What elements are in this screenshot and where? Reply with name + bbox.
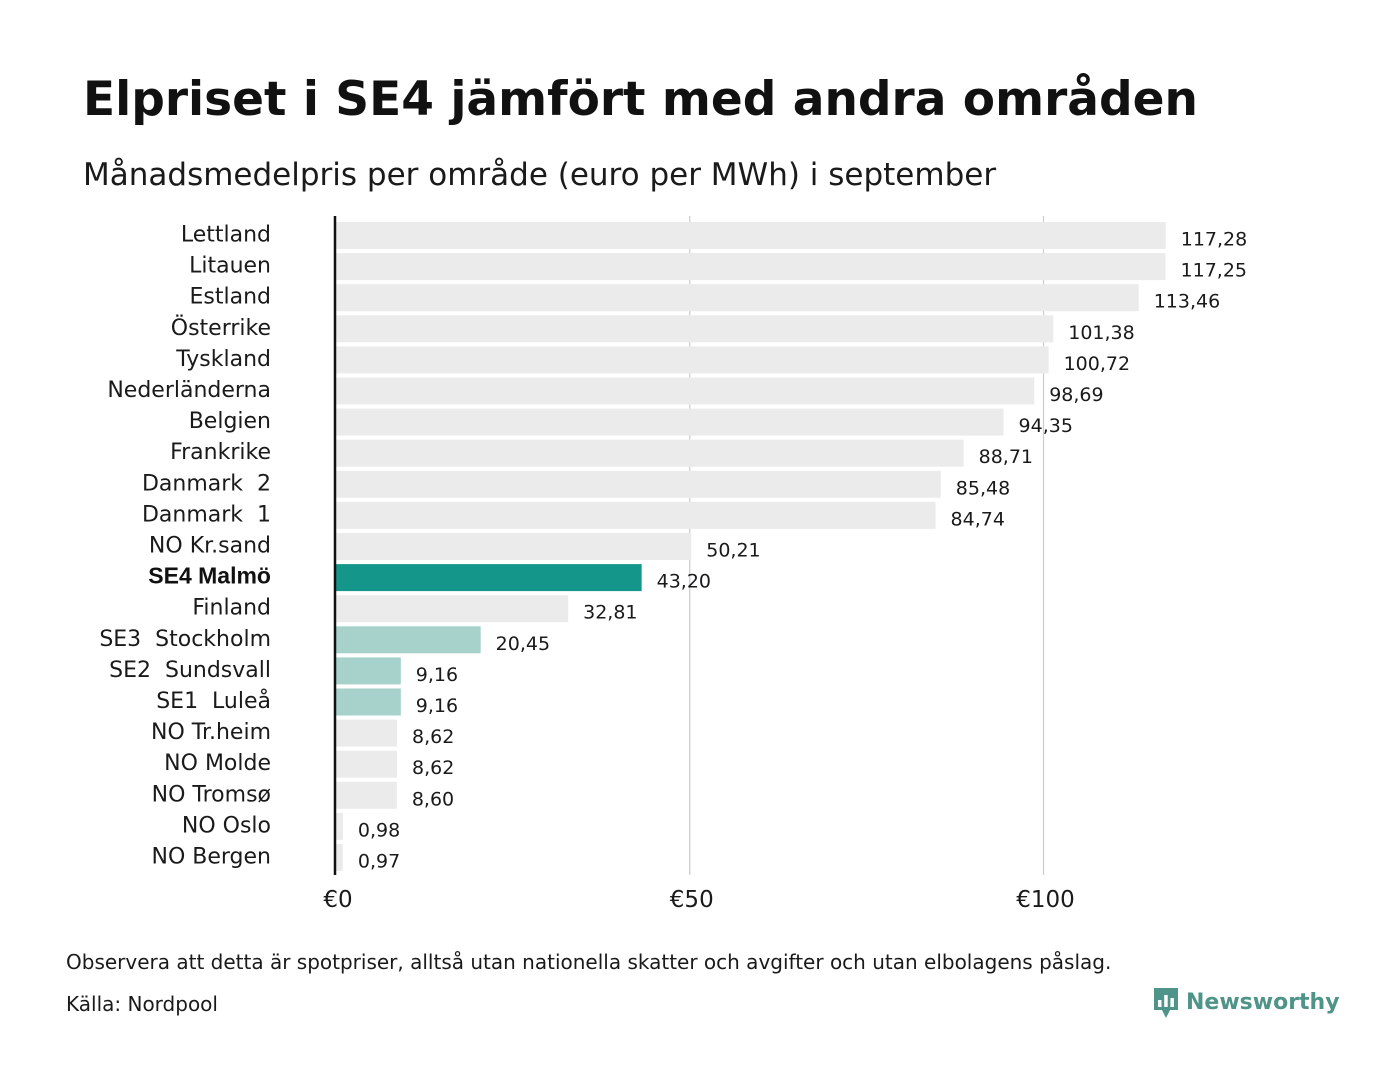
chart-title: Elpriset i SE4 jämfört med andra områden <box>83 72 1198 127</box>
x-tick-label: €100 <box>1016 887 1075 913</box>
bar <box>336 564 642 592</box>
category-label: SE4 Malmö <box>148 563 271 589</box>
category-label: NO Kr.sand <box>149 534 271 559</box>
category-label: NO Molde <box>164 751 271 776</box>
x-tick-label: €50 <box>670 887 714 913</box>
category-label: SE1 Luleå <box>156 688 271 714</box>
category-label: Tyskland <box>175 347 271 372</box>
value-label: 98,69 <box>1049 384 1103 406</box>
bar <box>336 844 343 871</box>
bar <box>336 501 936 529</box>
bar <box>336 253 1166 281</box>
category-label: Nederländerna <box>107 378 271 403</box>
bar <box>336 284 1139 312</box>
value-labels: 117,28 117,25 113,46 101,38 100,72 98,69 94,35… <box>358 229 1247 873</box>
category-label: Danmark 2 <box>142 471 271 496</box>
category-labels: Lettland Litauen Estland Österrike Tyskland N… <box>99 223 271 870</box>
brand-logo: Newsworthy <box>1152 985 1340 1021</box>
bar <box>336 470 941 498</box>
bar <box>336 315 1054 343</box>
bar <box>336 719 397 747</box>
bar-chart: 117,28 117,25 113,46 101,38 100,72 98,69 94,35… <box>99 216 1247 913</box>
bar <box>336 222 1166 249</box>
category-label: NO Oslo <box>182 813 271 838</box>
bar <box>336 533 692 560</box>
value-label: 85,48 <box>956 477 1010 499</box>
bar <box>336 377 1035 405</box>
bar <box>336 408 1004 436</box>
bar <box>336 657 401 685</box>
newsworthy-logo-icon <box>1154 988 1178 1018</box>
value-label: 9,16 <box>416 664 458 686</box>
category-label: NO Bergen <box>152 845 272 870</box>
value-label: 8,62 <box>412 726 454 748</box>
bar <box>336 750 397 778</box>
chart-subtitle: Månadsmedelpris per område (euro per MWh… <box>83 157 997 193</box>
value-label: 20,45 <box>496 633 550 655</box>
category-label: Danmark 1 <box>142 502 271 527</box>
brand-name: Newsworthy <box>1186 990 1340 1015</box>
category-label: Estland <box>190 285 272 310</box>
value-label: 84,74 <box>951 508 1005 530</box>
category-label: SE2 Sundsvall <box>109 658 271 683</box>
bars <box>336 222 1166 871</box>
value-label: 50,21 <box>706 540 760 562</box>
category-label: NO Tromsø <box>152 782 271 807</box>
category-label: Litauen <box>189 254 271 279</box>
category-label: NO Tr.heim <box>151 720 271 745</box>
value-label: 9,16 <box>416 695 458 717</box>
category-label: Lettland <box>181 223 271 248</box>
value-label: 117,25 <box>1181 260 1247 282</box>
value-label: 8,62 <box>412 757 454 779</box>
bar <box>336 439 964 467</box>
value-label: 100,72 <box>1064 353 1130 375</box>
value-label: 0,98 <box>358 819 400 841</box>
category-label: Frankrike <box>170 440 271 465</box>
category-label: Österrike <box>171 315 271 341</box>
value-label: 88,71 <box>979 446 1033 468</box>
value-label: 0,97 <box>358 851 400 873</box>
value-label: 8,60 <box>412 788 454 810</box>
value-label: 101,38 <box>1068 322 1134 344</box>
value-label: 43,20 <box>657 571 711 593</box>
category-label: Belgien <box>189 409 271 434</box>
bar <box>336 346 1049 374</box>
x-tick-labels: €0 €50 €100 <box>323 887 1074 913</box>
bar <box>336 812 343 840</box>
footnote: Observera att detta är spotpriser, allts… <box>66 950 1112 974</box>
category-label: Finland <box>192 596 271 621</box>
x-tick-label: €0 <box>323 887 352 913</box>
category-label: SE3 Stockholm <box>99 627 271 652</box>
bar <box>336 626 481 654</box>
value-label: 94,35 <box>1019 415 1073 437</box>
bar <box>336 688 401 716</box>
source-note: Källa: Nordpool <box>66 992 218 1016</box>
value-label: 113,46 <box>1154 291 1220 313</box>
bar <box>336 595 569 623</box>
bar <box>336 781 397 809</box>
value-label: 32,81 <box>583 602 637 624</box>
value-label: 117,28 <box>1181 229 1247 251</box>
